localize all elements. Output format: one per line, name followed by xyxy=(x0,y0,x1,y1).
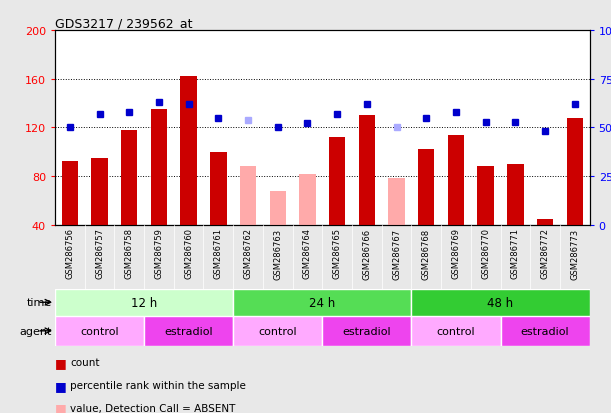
Bar xyxy=(299,174,316,225)
Bar xyxy=(121,131,137,225)
Text: percentile rank within the sample: percentile rank within the sample xyxy=(70,380,246,390)
Bar xyxy=(477,167,494,225)
Text: control: control xyxy=(80,326,119,336)
Text: 12 h: 12 h xyxy=(131,296,157,309)
Bar xyxy=(210,152,227,225)
Bar xyxy=(269,191,286,225)
Bar xyxy=(55,289,233,316)
Text: estradiol: estradiol xyxy=(521,326,569,336)
Bar xyxy=(323,316,411,346)
Bar xyxy=(500,316,590,346)
Text: ■: ■ xyxy=(55,379,67,392)
Text: agent: agent xyxy=(20,326,52,336)
Bar xyxy=(389,179,404,225)
Bar xyxy=(411,289,590,316)
Text: estradiol: estradiol xyxy=(343,326,391,336)
Text: control: control xyxy=(437,326,475,336)
Bar xyxy=(144,316,233,346)
Bar xyxy=(92,158,108,225)
Bar xyxy=(233,289,411,316)
Bar xyxy=(418,150,434,225)
Text: ■: ■ xyxy=(55,401,67,413)
Bar xyxy=(566,118,583,225)
Text: count: count xyxy=(70,358,100,368)
Text: time: time xyxy=(27,297,52,308)
Bar xyxy=(233,316,323,346)
Bar xyxy=(411,316,500,346)
Bar xyxy=(62,162,78,225)
Text: 48 h: 48 h xyxy=(488,296,514,309)
Bar xyxy=(359,116,375,225)
Bar xyxy=(329,138,345,225)
Text: 24 h: 24 h xyxy=(309,296,335,309)
Text: ■: ■ xyxy=(55,356,67,369)
Bar xyxy=(537,219,553,225)
Bar xyxy=(240,167,256,225)
Text: control: control xyxy=(258,326,297,336)
Text: estradiol: estradiol xyxy=(164,326,213,336)
Text: GDS3217 / 239562_at: GDS3217 / 239562_at xyxy=(55,17,192,30)
Bar xyxy=(507,164,524,225)
Bar xyxy=(55,316,144,346)
Bar xyxy=(180,77,197,225)
Text: value, Detection Call = ABSENT: value, Detection Call = ABSENT xyxy=(70,403,236,413)
Bar xyxy=(151,110,167,225)
Bar xyxy=(448,135,464,225)
